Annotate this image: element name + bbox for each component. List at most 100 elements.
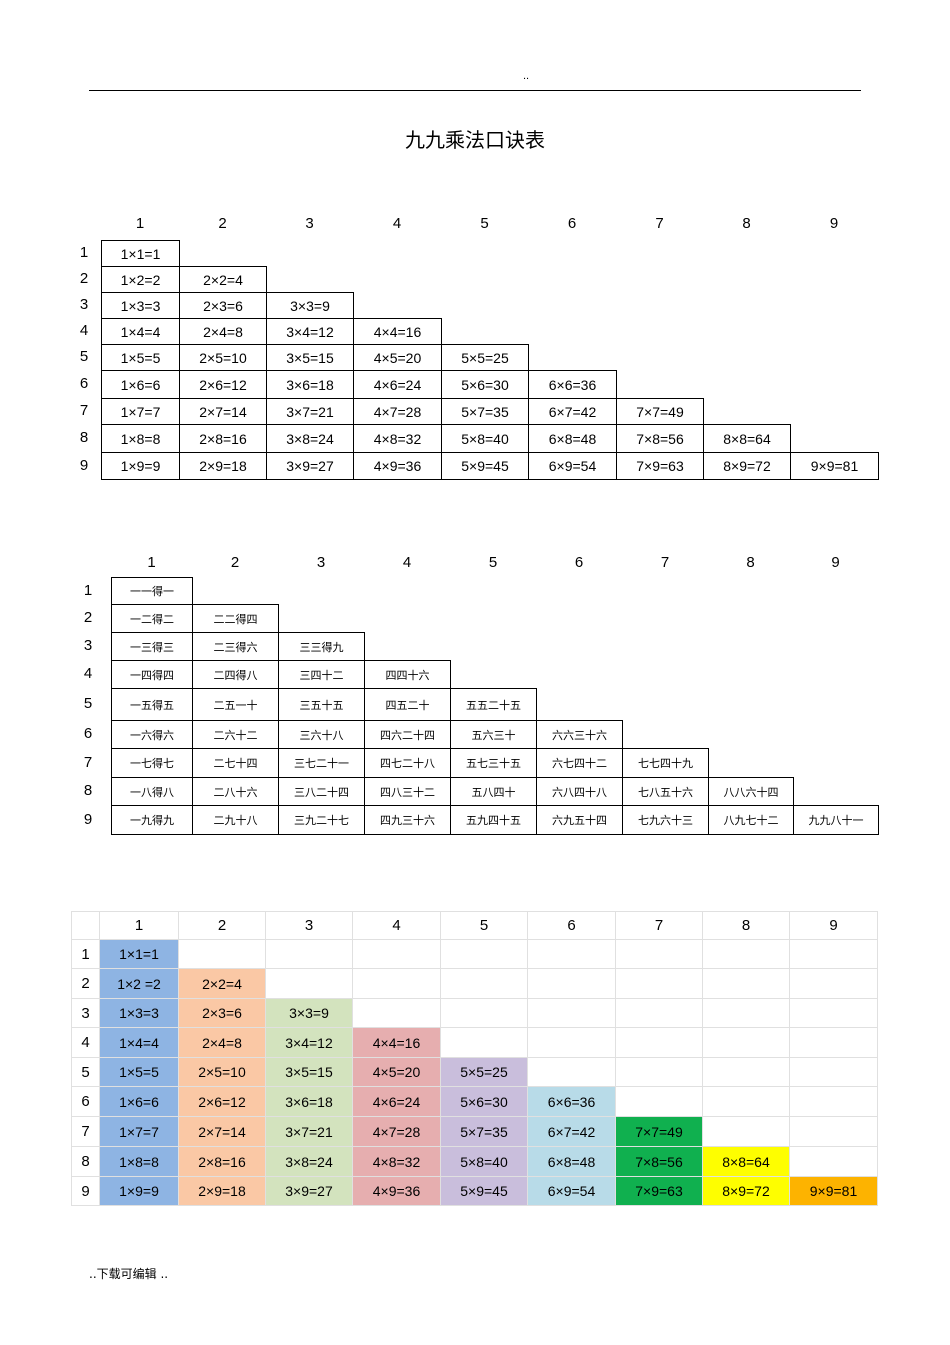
row-header: 5 xyxy=(83,695,93,712)
empty-cell xyxy=(528,999,616,1028)
column-header: 2 xyxy=(218,215,227,232)
table-cell: 2×3=6 xyxy=(179,999,266,1028)
empty-cell xyxy=(616,1058,703,1087)
row-header: 1 xyxy=(79,244,89,261)
empty-cell xyxy=(790,999,878,1028)
table-cell: 8×9=72 xyxy=(703,1177,790,1206)
column-header: 5 xyxy=(488,554,498,571)
table-cell: 1×2 =2 xyxy=(100,969,179,999)
table-cell: 3×3=9 xyxy=(266,292,354,319)
table-cell: 二五一十 xyxy=(192,688,279,721)
table-cell: 5×9=45 xyxy=(441,452,529,480)
empty-cell xyxy=(790,1087,878,1117)
table-cell: 7×7=49 xyxy=(616,398,704,425)
table-cell: 六六三十六 xyxy=(536,720,623,749)
table-cell: 2×2=4 xyxy=(179,266,267,293)
table-cell: 7×8=56 xyxy=(616,1147,703,1177)
table-cell: 2×5=10 xyxy=(179,1058,266,1087)
table-cell: 五七三十五 xyxy=(450,748,537,778)
row-header: 3 xyxy=(71,999,100,1028)
table-cell: 6×7=42 xyxy=(528,398,617,425)
table-cell: 1×1=1 xyxy=(101,240,180,267)
table-cell: 一三得三 xyxy=(111,632,193,661)
table-cell: 1×7=7 xyxy=(101,398,180,425)
table-cell: 三四十二 xyxy=(278,660,365,689)
column-header: 8 xyxy=(746,554,755,571)
table-cell: 四六二十四 xyxy=(364,720,451,749)
table-cell: 5×8=40 xyxy=(441,1147,528,1177)
empty-cell xyxy=(703,1028,790,1058)
table-cell: 一二得二 xyxy=(111,604,193,633)
table-cell: 6×9=54 xyxy=(528,1177,616,1206)
column-header: 1 xyxy=(100,911,179,940)
table-cell: 2×4=8 xyxy=(179,318,267,345)
row-header: 6 xyxy=(71,1087,100,1117)
table-cell: 1×9=9 xyxy=(100,1177,179,1206)
table-cell: 6×6=36 xyxy=(528,1087,616,1117)
row-header: 6 xyxy=(83,725,93,742)
empty-cell xyxy=(616,1087,703,1117)
column-header: 1 xyxy=(147,554,156,571)
table-cell: 4×9=36 xyxy=(353,452,442,480)
row-header: 8 xyxy=(79,429,89,446)
table-cell: 8×8=64 xyxy=(703,424,791,453)
table-cell: 3×9=27 xyxy=(266,1177,353,1206)
table-cell: 七八五十六 xyxy=(622,777,709,806)
table-cell: 二八十六 xyxy=(192,777,279,806)
table-cell: 一八得八 xyxy=(111,777,193,806)
column-header: 6 xyxy=(528,911,616,940)
empty-cell xyxy=(790,1147,878,1177)
table-cell: 8×8=64 xyxy=(703,1147,790,1177)
empty-cell xyxy=(616,999,703,1028)
table-cell: 3×4=12 xyxy=(266,1028,353,1058)
row-header: 5 xyxy=(71,1058,100,1087)
table-cell: 三八二十四 xyxy=(278,777,365,806)
table-cell: 5×7=35 xyxy=(441,398,529,425)
empty-cell xyxy=(790,1058,878,1087)
column-header: 6 xyxy=(567,215,577,232)
footer-text: ..下载可编辑 .. xyxy=(89,1267,169,1281)
column-header: 4 xyxy=(353,911,441,940)
column-header: 1 xyxy=(135,215,145,232)
row-header: 6 xyxy=(79,375,89,392)
table-cell: 九九八十一 xyxy=(793,805,879,835)
table-cell: 八八六十四 xyxy=(708,777,794,806)
table-cell: 2×8=16 xyxy=(179,424,267,453)
table-cell: 六八四十八 xyxy=(536,777,623,806)
column-header: 3 xyxy=(316,554,326,571)
table-cell: 1×5=5 xyxy=(101,344,180,371)
table-cell: 四八三十二 xyxy=(364,777,451,806)
column-header: 8 xyxy=(703,911,790,940)
table-cell: 6×6=36 xyxy=(528,370,617,399)
empty-cell xyxy=(790,1028,878,1058)
table-cell: 3×5=15 xyxy=(266,1058,353,1087)
table-cell: 1×3=3 xyxy=(100,999,179,1028)
empty-cell xyxy=(790,940,878,969)
empty-cell xyxy=(528,1028,616,1058)
table-cell: 4×4=16 xyxy=(353,1028,441,1058)
table-cell: 1×9=9 xyxy=(101,452,180,480)
table-cell: 6×8=48 xyxy=(528,424,617,453)
table-cell: 1×7=7 xyxy=(100,1117,179,1147)
table-cell: 3×7=21 xyxy=(266,398,354,425)
table-cell: 六七四十二 xyxy=(536,748,623,778)
header-rule xyxy=(89,90,861,91)
empty-cell xyxy=(703,940,790,969)
table-cell: 1×2=2 xyxy=(101,266,180,293)
table-cell: 2×9=18 xyxy=(179,452,267,480)
row-header: 9 xyxy=(79,456,89,474)
table-cell: 5×8=40 xyxy=(441,424,529,453)
table-cell: 一一得一 xyxy=(111,577,193,605)
row-header: 7 xyxy=(71,1117,100,1147)
empty-cell xyxy=(703,969,790,999)
table-cell: 二九十八 xyxy=(192,805,279,835)
table-cell: 2×4=8 xyxy=(179,1028,266,1058)
table-cell: 5×7=35 xyxy=(441,1117,528,1147)
column-header: 8 xyxy=(742,215,751,232)
empty-cell xyxy=(441,969,528,999)
table-cell: 2×7=14 xyxy=(179,398,267,425)
table-cell: 3×4=12 xyxy=(266,318,354,345)
column-header: 6 xyxy=(574,554,584,571)
header-dots: .. xyxy=(523,70,530,82)
row-header: 3 xyxy=(83,637,93,654)
